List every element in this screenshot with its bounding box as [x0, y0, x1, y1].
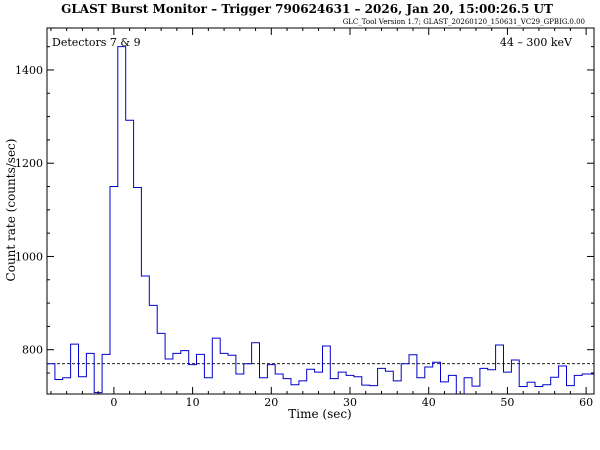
y-tick-label: 1200 — [15, 157, 43, 170]
count-rate-series-line — [47, 46, 594, 394]
plot-frame — [46, 27, 595, 395]
x-tick-label: 10 — [186, 396, 200, 409]
x-tick-label: 0 — [110, 396, 117, 409]
y-tick-label: 1400 — [15, 64, 43, 77]
y-axis-label: Count rate (counts/sec) — [4, 139, 18, 282]
y-tick-label: 1000 — [15, 250, 43, 263]
y-tick-label: 800 — [22, 344, 43, 357]
x-tick-label: 40 — [422, 396, 436, 409]
x-tick-label: 20 — [264, 396, 278, 409]
plot-area: 0 10 20 30 40 50 60 800 1000 1200 1400 — [15, 28, 594, 409]
x-axis-label: Time (sec) — [288, 407, 351, 421]
chart-title: GLAST Burst Monitor – Trigger 790624631 … — [61, 2, 553, 16]
chart-subtitle: GLC_Tool Version 1.7; GLAST_20260120_150… — [343, 18, 585, 26]
x-tick-label: 60 — [579, 396, 593, 409]
x-tick-label: 30 — [343, 396, 357, 409]
x-tick-label: 50 — [500, 396, 514, 409]
energy-range-annotation: 44 – 300 keV — [500, 36, 573, 49]
detectors-annotation: Detectors 7 & 9 — [52, 36, 141, 49]
